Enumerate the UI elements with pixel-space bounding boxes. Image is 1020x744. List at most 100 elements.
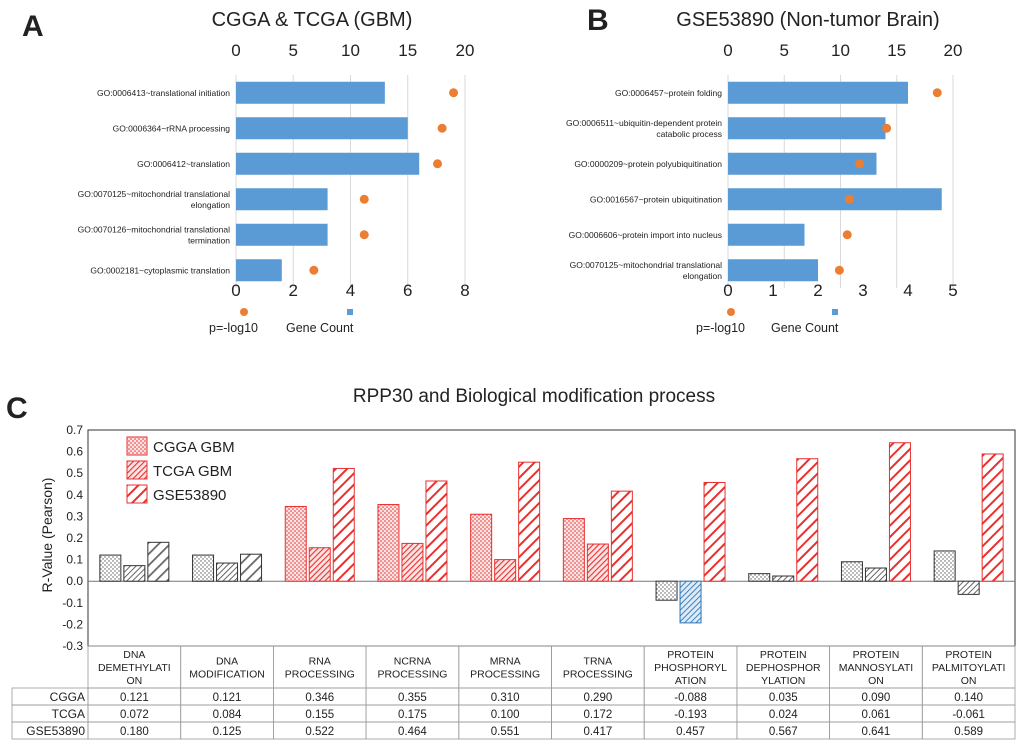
panel-b-top-tick: 0 [723, 41, 732, 60]
panel-a-bottom-tick: 2 [289, 281, 298, 300]
panel-c-bar [655, 580, 678, 601]
panel-b-dot [932, 88, 942, 98]
panel-c-table-value: 0.180 [120, 726, 149, 738]
panel-a-bottom-tick: 0 [231, 281, 240, 300]
panel-a-legend-dot-label: p=-log10 [209, 321, 258, 335]
panel-a-top-tick: 0 [231, 41, 240, 60]
panel-b-go-chart: GSE53890 (Non-tumor Brain) 0 5 10 15 20 0 1 2 3 4… [566, 9, 963, 335]
panel-c-bar [308, 547, 331, 582]
panel-c-table-value: 0.035 [769, 692, 798, 704]
panel-c-table-value: 0.121 [120, 692, 149, 704]
panel-c-table-value: 0.290 [583, 692, 612, 704]
panel-c-bar [123, 565, 146, 582]
panel-b-legend-dot-label: p=-log10 [696, 321, 745, 335]
panel-c-category-label: DNA MODIFICATION [189, 656, 265, 681]
panel-c-y-tick: 0.1 [66, 553, 83, 567]
panel-c-correlation-chart: RPP30 and Biological modification proces… [11, 386, 1016, 740]
panel-b-legend-dot-marker [727, 308, 735, 316]
panel-c-y-axis-label: R-Value (Pearson) [39, 478, 55, 593]
panel-c-y-tick: 0.7 [66, 423, 83, 437]
panel-b-legend-bar-marker [832, 309, 838, 315]
panel-c-table-value: 0.346 [305, 692, 334, 704]
panel-c-legend-swatch [126, 460, 148, 480]
panel-a-dot [449, 88, 459, 98]
panel-c-table-value: -0.088 [674, 692, 707, 704]
panel-c-bar [284, 505, 307, 582]
panel-c-table-value: 0.464 [398, 726, 427, 738]
panel-c-legend-label: TCGA GBM [153, 463, 232, 480]
panel-c-bar [494, 559, 517, 582]
panel-c-y-tick: -0.1 [62, 596, 83, 610]
panel-b-bottom-tick: 5 [948, 281, 957, 300]
panel-c-bar [748, 573, 771, 582]
panel-c-table-row-label: GSE53890 [26, 724, 85, 738]
panel-c-table-value: 0.641 [862, 726, 891, 738]
panel-a-bottom-tick: 4 [346, 281, 355, 300]
panel-c-bar [192, 554, 215, 582]
panel-c-table-row-label: CGGA [50, 690, 85, 704]
panel-c-y-tick: 0.0 [66, 574, 83, 588]
panel-b-bar [728, 117, 886, 140]
panel-c-bar [377, 504, 400, 582]
panel-c-table-value: 0.551 [491, 726, 520, 738]
panel-c-table-value: 0.090 [862, 692, 891, 704]
panel-a-dot [359, 194, 369, 204]
panel-a-dot [359, 230, 369, 240]
panel-a-category-label: GO:0006413~translational initiation [97, 88, 230, 98]
panel-c-table-value: 0.417 [583, 726, 612, 738]
panel-c-category-label: PROTEIN PHOSPHORYL ATION [654, 649, 727, 687]
panel-c-table-cell [921, 721, 1016, 740]
panel-a-bottom-tick: 6 [403, 281, 412, 300]
panel-c-y-tick: 0.2 [66, 531, 83, 545]
panel-c-bar [470, 513, 493, 582]
panel-b-top-tick: 5 [780, 41, 789, 60]
panel-c-table-value: 0.172 [583, 709, 612, 721]
panel-c-bar [703, 481, 726, 582]
panel-c-legend-swatch [126, 484, 148, 504]
panel-a-bar [236, 223, 328, 246]
panel-c-bar [401, 542, 424, 582]
panel-a-bottom-tick: 8 [460, 281, 469, 300]
panel-b-bar [728, 81, 908, 104]
panel-c-table-value: 0.121 [213, 692, 242, 704]
panel-c-bar [957, 580, 980, 595]
panel-c-category-label: NCRNA PROCESSING [377, 656, 447, 681]
panel-a-category-label: GO:0002181~cytoplasmic translation [90, 265, 230, 275]
panel-c-bar [840, 561, 863, 582]
panel-c-bar [518, 461, 541, 582]
panel-a-top-tick: 15 [398, 41, 417, 60]
panel-c-bar [796, 458, 819, 582]
panel-c-table-value: 0.084 [213, 709, 242, 721]
panel-a-legend-bar-marker [347, 309, 353, 315]
panel-c-bar [610, 490, 633, 582]
panel-c-table-value: 0.125 [213, 726, 242, 738]
panel-b-category-label: GO:0070125~mitochondrial translational el… [570, 260, 723, 281]
panel-c-category-label: RNA PROCESSING [285, 656, 355, 681]
panel-b-dot [882, 123, 892, 133]
panel-a-bar [236, 117, 408, 140]
panel-c-table-row-label: TCGA [52, 707, 85, 721]
panel-b-category-label: GO:0006606~protein import into nucleus [569, 230, 722, 240]
panel-c-bar [216, 562, 239, 582]
panel-b-top-tick: 15 [887, 41, 906, 60]
panel-c-bar [562, 518, 585, 582]
panel-c-y-tick: -0.3 [62, 639, 83, 653]
panel-b-bottom-tick: 2 [813, 281, 822, 300]
panel-c-bar [888, 442, 911, 582]
panel-c-legend-label: CGGA GBM [153, 439, 235, 456]
panel-b-title: GSE53890 (Non-tumor Brain) [676, 9, 939, 31]
panel-a-dot [437, 123, 447, 133]
panel-b-bottom-tick: 1 [768, 281, 777, 300]
panel-b-category-label: GO:0016567~protein ubiquitination [590, 194, 722, 204]
panel-c-bar [240, 553, 263, 582]
panel-c-table-value: 0.155 [305, 709, 334, 721]
panel-c-table-value: 0.522 [305, 726, 334, 738]
panel-c-legend-swatch [126, 436, 148, 456]
panel-c-category-label: PROTEIN DEPHOSPHOR YLATION [746, 649, 821, 687]
panel-b-dot [834, 265, 844, 275]
panel-c-y-tick: -0.2 [62, 617, 83, 631]
panel-b-category-label: GO:0000209~protein polyubiquitination [574, 159, 722, 169]
panel-c-table-value: 0.140 [954, 692, 983, 704]
panel-c-table-value: 0.457 [676, 726, 705, 738]
